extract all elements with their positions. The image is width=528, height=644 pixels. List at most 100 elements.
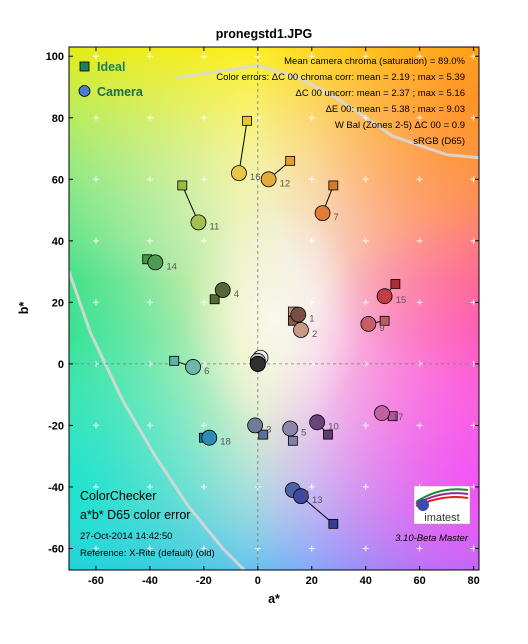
camera-marker <box>249 355 266 372</box>
grid <box>69 47 479 570</box>
grid-cross <box>146 545 153 552</box>
patch-label: 7 <box>334 212 339 223</box>
camera-marker <box>147 254 164 271</box>
grid-cross <box>308 237 315 244</box>
grid-cross <box>200 545 207 552</box>
grid-cross <box>92 299 99 306</box>
grid-cross <box>362 237 369 244</box>
grid-cross <box>92 545 99 552</box>
stat-dc-uncorr: ΔC 00 uncorr: mean = 2.37 ; max = 5.16 <box>295 88 465 99</box>
y-tick-label: 80 <box>52 113 64 125</box>
stat-wbal: W Bal (Zones 2-5) ΔC 00 = 0.9 <box>335 120 465 131</box>
grid-cross <box>146 422 153 429</box>
stats-block: Mean camera chroma (saturation) = 89.0% … <box>216 56 465 147</box>
ideal-marker <box>242 115 252 126</box>
patch-label: 6 <box>204 366 209 377</box>
grid-cross <box>146 114 153 121</box>
ideal-marker <box>258 429 269 440</box>
ideal-marker <box>287 435 298 446</box>
patch-label: 14 <box>166 261 177 272</box>
grid-cross <box>362 114 369 121</box>
ideal-marker <box>323 429 333 440</box>
ideal-marker <box>169 355 180 366</box>
grid-cross <box>92 237 99 244</box>
grid-cross <box>362 53 369 60</box>
grid-cross <box>362 176 369 183</box>
x-axis-label: a* <box>268 592 280 606</box>
y-tick-label: -40 <box>48 482 64 494</box>
camera-markers <box>147 165 393 505</box>
footer-block: ColorChecker a*b* D65 color error 27-Oct… <box>80 489 469 559</box>
chart-title: pronegstd1.JPG <box>216 27 313 41</box>
grid-cross <box>146 176 153 183</box>
camera-marker <box>360 315 377 332</box>
camera-marker <box>373 405 390 422</box>
grid-cross <box>416 53 423 60</box>
grid-cross <box>416 114 423 121</box>
patch-label: 8 <box>304 489 309 500</box>
legend-ideal-marker <box>79 61 90 72</box>
footer-title: ColorChecker <box>80 489 156 503</box>
x-tick-label: 0 <box>255 575 261 587</box>
grid-cross <box>362 422 369 429</box>
grid-cross <box>308 114 315 121</box>
patch-label: 2 <box>312 329 317 340</box>
grid-cross <box>308 176 315 183</box>
camera-marker <box>314 205 331 222</box>
x-tick-label: 20 <box>306 575 318 587</box>
camera-marker <box>293 488 309 505</box>
grid-cross <box>416 237 423 244</box>
ideal-marker <box>285 155 296 166</box>
grid-cross <box>416 176 423 183</box>
grid-cross <box>200 422 207 429</box>
patch-label: 10 <box>328 421 339 432</box>
grid-cross <box>308 53 315 60</box>
grid-cross <box>200 299 207 306</box>
patch-label: 5 <box>301 427 306 438</box>
grid-cross <box>92 176 99 183</box>
y-tick-label: 100 <box>46 51 64 63</box>
y-tick-label: 60 <box>52 174 64 186</box>
grid-cross <box>200 53 207 60</box>
camera-marker <box>282 420 299 437</box>
grid-cross <box>92 114 99 121</box>
footer-reference: Reference: X-Rite (default) (old) <box>80 548 215 559</box>
grid-cross <box>200 176 207 183</box>
x-tick-label: 40 <box>360 575 372 587</box>
grid-cross <box>92 483 99 490</box>
footer-subtitle: a*b* D65 color error <box>80 508 190 522</box>
grid-cross <box>362 483 369 490</box>
camera-marker <box>290 306 307 323</box>
legend: Ideal Camera <box>78 60 144 99</box>
grid-cross <box>146 237 153 244</box>
grid-cross <box>416 545 423 552</box>
x-tick-label: 80 <box>467 575 479 587</box>
y-tick-label: -60 <box>48 543 64 555</box>
camera-marker <box>201 429 218 446</box>
patch-label: 3 <box>266 424 271 435</box>
grid-cross <box>308 483 315 490</box>
y-tick-label: 40 <box>52 236 64 248</box>
grid-cross <box>92 53 99 60</box>
patch-label: 4 <box>234 289 239 300</box>
x-tick-label: -20 <box>196 575 212 587</box>
grid-cross <box>362 545 369 552</box>
error-line <box>238 120 248 174</box>
camera-marker <box>185 359 201 375</box>
gamut-boundary <box>69 63 479 570</box>
camera-marker <box>376 288 393 305</box>
ideal-marker <box>328 518 339 529</box>
patch-label: 15 <box>396 295 407 306</box>
legend-camera-label: Camera <box>97 85 144 99</box>
gamut-curve-lower <box>69 271 246 570</box>
ideal-marker <box>177 180 188 191</box>
logo-text: imatest <box>424 512 459 524</box>
stat-de: ΔE 00: mean = 5.38 ; max = 9.03 <box>326 104 465 115</box>
patch-label: 13 <box>312 495 323 506</box>
x-tick-label: 60 <box>414 575 426 587</box>
x-tick-label: -60 <box>88 575 104 587</box>
